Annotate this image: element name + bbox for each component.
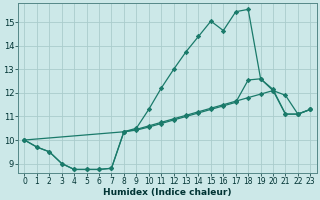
- X-axis label: Humidex (Indice chaleur): Humidex (Indice chaleur): [103, 188, 232, 197]
